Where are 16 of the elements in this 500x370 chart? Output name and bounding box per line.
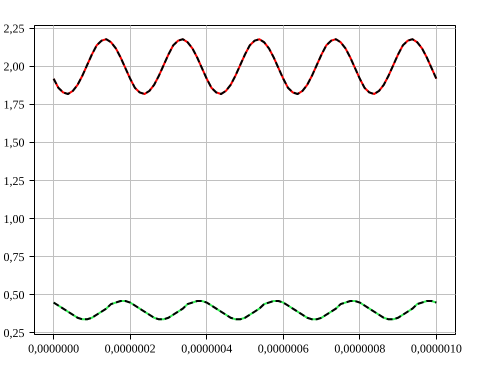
x-tick-label: 0,0000004 [181, 342, 232, 356]
y-tick-label: 0,75 [4, 250, 24, 264]
line-series [52, 38, 438, 95]
y-tick-label: 0,50 [4, 288, 24, 302]
x-tick-label: 0,0000010 [410, 342, 462, 356]
y-tick-label: 1,00 [4, 212, 24, 226]
x-tick-label: 0,0000006 [258, 342, 309, 356]
y-tick-label: 2,25 [4, 22, 24, 36]
y-tick-label: 2,00 [4, 60, 24, 74]
y-tick-label: 1,25 [4, 174, 24, 188]
y-tick-label: 1,50 [4, 136, 24, 150]
x-tick-label: 0,0000002 [104, 342, 156, 356]
x-tick-label: 0,0000000 [28, 342, 80, 356]
y-tick-label: 1,75 [4, 98, 24, 112]
x-tick-label: 0,0000008 [334, 342, 386, 356]
y-tick-label: 0,25 [4, 326, 24, 340]
